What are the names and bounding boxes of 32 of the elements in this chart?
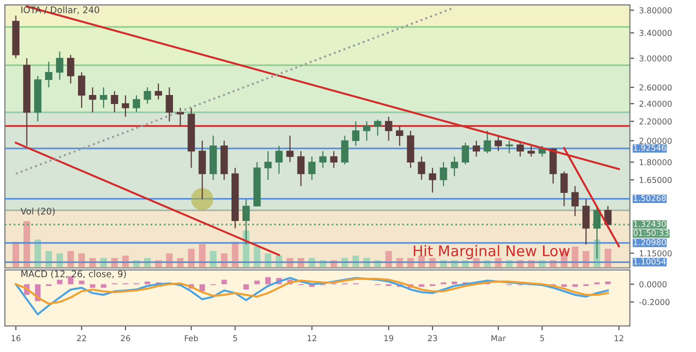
y-tick-label: 0.0000: [639, 281, 667, 288]
x-tick-label: 12: [308, 335, 316, 342]
x-tick-label: 12: [614, 335, 624, 342]
x-tick-label: Feb: [184, 334, 198, 342]
chart-title: Vol (20): [20, 208, 55, 216]
x-tick-label: 5: [233, 335, 237, 342]
x-tick-label: 26: [120, 335, 130, 342]
x-tick-label: 16: [12, 335, 20, 342]
y-tick-label: 3.40000: [640, 30, 672, 36]
x-tick-label: 22: [77, 335, 86, 342]
y-tick-label: 3.00000: [640, 55, 672, 62]
text: 01:50:33: [634, 230, 669, 236]
y-tick-label: 2.00000: [640, 138, 672, 144]
y-tick-label: 1.15000: [640, 250, 672, 256]
annotation: Hit Marginal New Low: [414, 245, 570, 260]
y-tick-label: 1.65000: [640, 176, 672, 183]
y-tick-label: -0.2000: [639, 299, 670, 306]
x-tick-label: 19: [384, 335, 394, 342]
ref-line-label: 1.32430: [634, 220, 666, 227]
ref-line-label: 1.10054: [634, 258, 666, 264]
ref-line-label: 1.20980: [634, 239, 666, 246]
x-tick-label: 23: [428, 335, 437, 342]
x-tick-label: Mar: [491, 335, 506, 342]
y-tick-label: 2.20000: [640, 118, 672, 124]
y-tick-label: 3.80000: [640, 7, 672, 14]
y-tick-label: 2.40000: [640, 100, 672, 107]
chart-title: MACD (12, 26, close, 9): [21, 270, 126, 278]
y-tick-label: 1.80000: [640, 159, 672, 166]
ref-line-label: 1.50268: [634, 195, 666, 202]
x-tick-label: 5: [540, 335, 544, 342]
ref-line-label: 1.92546: [634, 144, 666, 151]
y-tick-label: 2.60000: [640, 84, 672, 91]
